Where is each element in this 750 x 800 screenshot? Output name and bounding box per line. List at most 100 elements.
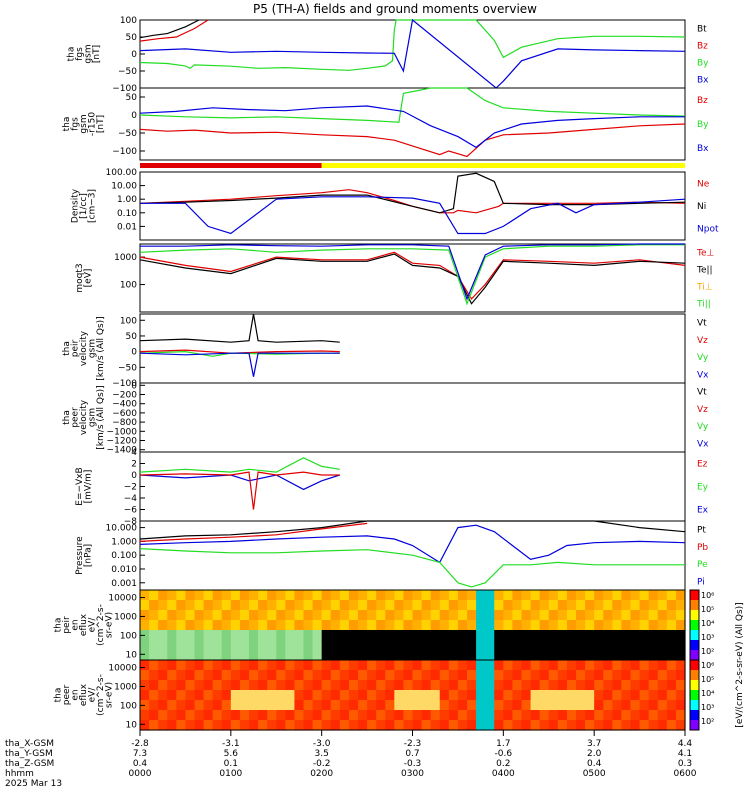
y-tick-label: −6 xyxy=(124,506,138,516)
spectrogram-cell xyxy=(330,620,341,631)
colorbar-frame xyxy=(689,659,700,731)
spectrogram-cell xyxy=(648,620,659,631)
spectrogram-cell xyxy=(312,630,323,641)
spectrogram-cell xyxy=(675,700,686,711)
spectrogram-cell xyxy=(149,640,159,651)
spectrogram-cell xyxy=(185,680,196,691)
spectrogram-cell xyxy=(530,630,541,641)
spectrogram-cell xyxy=(394,690,405,701)
spectrogram-cell xyxy=(239,630,250,641)
spectrogram-cell xyxy=(503,640,514,651)
y-tick-label: 100 xyxy=(120,316,137,326)
spectrogram-cell xyxy=(403,640,414,651)
legend-entry: Te⊥ xyxy=(696,249,715,259)
legend-entry: Bz xyxy=(697,42,708,52)
panel-efld: 4 20 −2−4 −6−8 E=−VxB[mV/m] Ez Ey Ex xyxy=(75,448,709,527)
spectrogram-cell xyxy=(303,670,314,681)
y-tick-label: 0.001 xyxy=(111,579,137,589)
series-bx-line xyxy=(139,105,685,149)
spectrogram-cell xyxy=(185,720,196,731)
spectrogram-cell xyxy=(294,720,305,731)
y-axis-label-line: tha xyxy=(54,618,64,633)
spectrogram-cell xyxy=(312,690,323,701)
spectrogram-cell xyxy=(167,690,177,701)
spectrogram-cell xyxy=(566,620,577,631)
spectrogram-cell xyxy=(594,710,604,721)
axis-row-value: 0400 xyxy=(492,769,515,779)
spectrogram-cell xyxy=(657,650,668,661)
spectrogram-cell xyxy=(312,680,323,691)
spectrogram-cell xyxy=(448,630,459,641)
spectrogram-cell xyxy=(348,690,359,701)
y-tick-label: −100 xyxy=(112,147,137,157)
spectrogram-cell xyxy=(657,700,668,711)
spectrogram-cell xyxy=(421,660,432,671)
spectrogram-cell xyxy=(430,590,441,601)
axis-row-value: 0100 xyxy=(219,769,242,779)
y-axis-label-line: E=−VxB xyxy=(75,467,85,505)
spectrogram-cell xyxy=(212,590,223,601)
spectrogram-cell xyxy=(603,680,613,691)
colorbar-tick-label: 10³ xyxy=(701,703,714,712)
spectrogram-cell xyxy=(394,620,405,631)
spectrogram-cell xyxy=(548,640,559,651)
y-axis-label-line: peer xyxy=(62,684,72,705)
y-tick-label: 1000 xyxy=(114,253,137,263)
spectrogram-cell xyxy=(557,690,568,701)
spectrogram-cell xyxy=(675,720,686,731)
spectrogram-cell xyxy=(457,690,468,701)
spectrogram-cell xyxy=(603,610,613,621)
spectrogram-cell xyxy=(330,650,341,661)
y-tick-label: −1200 xyxy=(107,437,138,447)
spectrogram-cell xyxy=(439,690,450,701)
spectrogram-cell xyxy=(249,710,259,721)
spectrogram-cell xyxy=(149,590,159,601)
spectrogram-cell xyxy=(294,690,305,701)
spectrogram-cell xyxy=(630,690,641,701)
spectrogram-cell xyxy=(430,640,441,651)
axis-row-value: 5.6 xyxy=(224,749,239,759)
spectrogram-cell xyxy=(221,710,232,721)
spectrogram-cell xyxy=(221,670,232,681)
spectrogram-cell xyxy=(612,660,623,671)
spectrogram-cell xyxy=(421,640,432,651)
spectrogram-cell xyxy=(385,670,395,681)
spectrogram-cell xyxy=(585,640,595,651)
spectrogram-cell xyxy=(212,680,223,691)
spectrogram-cell xyxy=(303,630,314,641)
spectrogram-cell xyxy=(176,680,187,691)
spectrogram-cell xyxy=(521,620,532,631)
spectrogram-cell xyxy=(530,690,541,701)
spectrogram-cell xyxy=(258,610,268,621)
spectrogram-cell xyxy=(330,710,341,721)
spectrogram-cell xyxy=(239,660,250,671)
spectrogram-cell xyxy=(358,700,368,711)
spectrogram-cell xyxy=(394,710,405,721)
spectrogram-cell xyxy=(621,600,632,611)
spectrogram-cell xyxy=(603,720,613,731)
legend-entry: Pb xyxy=(697,543,708,553)
y-tick-label: 100.00 xyxy=(106,168,138,178)
spectrogram-cell xyxy=(285,680,296,691)
spectrogram-cell xyxy=(412,710,423,721)
y-axis-label-line: eV/ xyxy=(88,617,98,633)
y-axis-label-line: gsm xyxy=(88,339,98,358)
spectrogram-cell xyxy=(358,590,368,601)
spectrogram-cell xyxy=(221,650,232,661)
legend-entry: Ey xyxy=(697,483,709,493)
spectrogram-cell xyxy=(467,710,477,721)
spectrogram-cell xyxy=(358,630,368,641)
series-vz-line xyxy=(139,349,340,354)
y-tick-label: 1.00 xyxy=(117,195,137,205)
spectrogram-cell xyxy=(167,620,177,631)
spectrogram-cell xyxy=(176,590,187,601)
spectrogram-cell xyxy=(285,640,296,651)
series-ez-line xyxy=(139,471,340,510)
spectrogram-cell xyxy=(439,660,450,671)
colorbar-swatch xyxy=(690,725,699,728)
spectrogram-cell xyxy=(430,630,441,641)
spectrogram-cell xyxy=(485,590,495,601)
colorbar-swatch xyxy=(690,617,699,621)
y-axis-label-line: peir xyxy=(71,339,81,357)
